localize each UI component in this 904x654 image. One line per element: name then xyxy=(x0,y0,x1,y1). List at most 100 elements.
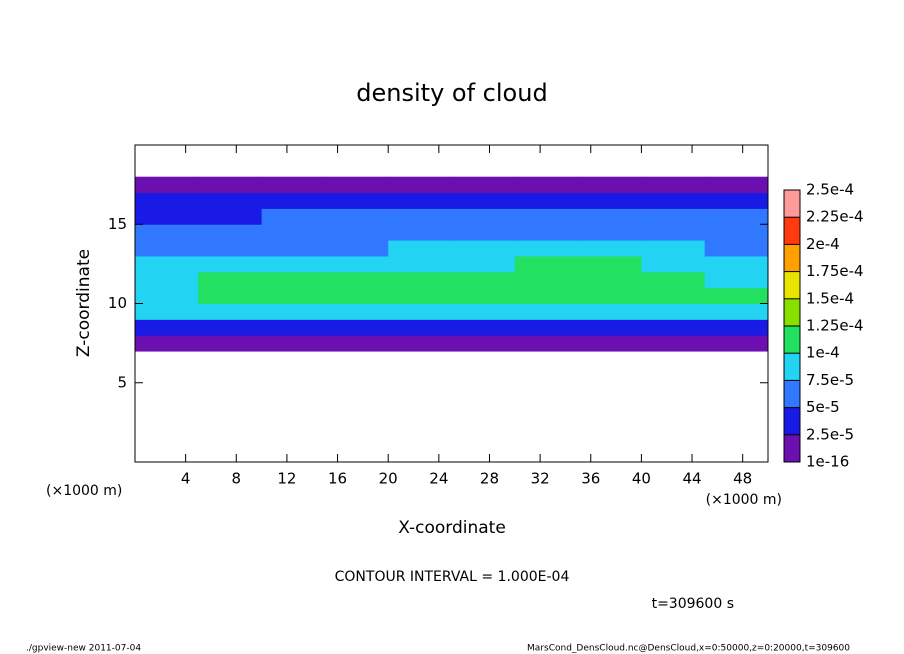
cell xyxy=(261,224,326,241)
cell xyxy=(324,240,389,257)
cell xyxy=(135,192,199,209)
cell xyxy=(324,255,389,273)
colorbar-label: 5e-5 xyxy=(806,398,840,416)
contour-note: CONTOUR INTERVAL = 1.000E-04 xyxy=(335,569,570,585)
cell xyxy=(261,255,326,273)
cell xyxy=(641,271,706,289)
cell xyxy=(641,255,706,273)
footer-left: ./gpview-new 2011-07-04 xyxy=(26,644,141,654)
cell xyxy=(388,255,452,273)
cell xyxy=(514,192,579,209)
cell xyxy=(514,287,579,304)
x-tick-label: 36 xyxy=(581,470,600,488)
cell xyxy=(388,176,452,194)
cell xyxy=(135,303,199,320)
x-tick-label: 24 xyxy=(429,470,448,488)
cell xyxy=(704,303,769,320)
cell xyxy=(451,287,516,304)
cell xyxy=(135,335,199,352)
x-tick-label: 28 xyxy=(480,470,499,488)
cell xyxy=(704,255,769,273)
cell xyxy=(135,287,199,304)
colorbar-label: 2.5e-5 xyxy=(806,425,854,443)
cell xyxy=(198,208,263,225)
cell xyxy=(641,319,706,336)
cell xyxy=(514,335,579,352)
cell xyxy=(198,303,263,320)
cell xyxy=(388,287,452,304)
x-tick-label: 32 xyxy=(531,470,550,488)
cell xyxy=(388,335,452,352)
cell xyxy=(388,271,452,289)
cell xyxy=(388,208,452,225)
x-tick-label: 8 xyxy=(232,470,242,488)
cell xyxy=(514,224,579,241)
cell xyxy=(388,240,452,257)
cell xyxy=(704,287,769,304)
colorbar-label: 2.25e-4 xyxy=(806,208,864,226)
colorbar-swatch xyxy=(784,271,800,299)
cell xyxy=(514,208,579,225)
colorbar-swatch xyxy=(784,380,800,408)
colorbar-swatch xyxy=(784,190,800,218)
cell xyxy=(135,319,199,336)
colorbar-label: 1e-16 xyxy=(806,453,849,471)
cell xyxy=(641,208,706,225)
cell xyxy=(514,240,579,257)
footer-right: MarsCond_DensCloud.nc@DensCloud,x=0:5000… xyxy=(527,644,850,654)
y-axis-label: Z-coordinate xyxy=(74,249,94,357)
time-note: t=309600 s xyxy=(652,596,734,612)
cell xyxy=(704,224,769,241)
cell xyxy=(198,319,263,336)
cell xyxy=(578,176,642,194)
cell xyxy=(578,335,642,352)
cell xyxy=(704,176,769,194)
cell xyxy=(324,176,389,194)
cell xyxy=(324,224,389,241)
y-tick-label: 15 xyxy=(108,215,127,233)
cell xyxy=(451,240,516,257)
cell xyxy=(261,176,326,194)
cell xyxy=(641,240,706,257)
x-tick-label: 40 xyxy=(632,470,651,488)
cell xyxy=(324,271,389,289)
x-unit: (×1000 m) xyxy=(706,492,782,508)
cell xyxy=(578,192,642,209)
colorbar-label: 1.75e-4 xyxy=(806,262,864,280)
cell xyxy=(388,224,452,241)
cell xyxy=(261,208,326,225)
cell xyxy=(514,255,579,273)
cell xyxy=(704,319,769,336)
colorbar-label: 2.5e-4 xyxy=(806,181,854,199)
cell xyxy=(704,271,769,289)
cell xyxy=(135,176,199,194)
cell xyxy=(578,287,642,304)
cell xyxy=(388,192,452,209)
cell xyxy=(641,224,706,241)
cell xyxy=(198,240,263,257)
cell xyxy=(451,303,516,320)
cell xyxy=(514,303,579,320)
colorbar-swatch xyxy=(784,244,800,272)
cell xyxy=(704,335,769,352)
cell xyxy=(198,192,263,209)
cell xyxy=(198,287,263,304)
cell xyxy=(324,303,389,320)
cell xyxy=(704,192,769,209)
colorbar-swatch xyxy=(784,407,800,435)
cell xyxy=(641,192,706,209)
cell xyxy=(451,319,516,336)
colorbar-label: 1.25e-4 xyxy=(806,317,864,335)
cell xyxy=(388,319,452,336)
cell xyxy=(514,319,579,336)
cell xyxy=(578,303,642,320)
colorbar-label: 1e-4 xyxy=(806,344,840,362)
cell xyxy=(641,176,706,194)
cell xyxy=(261,335,326,352)
colorbar-swatch xyxy=(784,217,800,245)
cell xyxy=(198,176,263,194)
cell xyxy=(578,255,642,273)
cell xyxy=(261,287,326,304)
cell xyxy=(641,335,706,352)
cell xyxy=(514,176,579,194)
